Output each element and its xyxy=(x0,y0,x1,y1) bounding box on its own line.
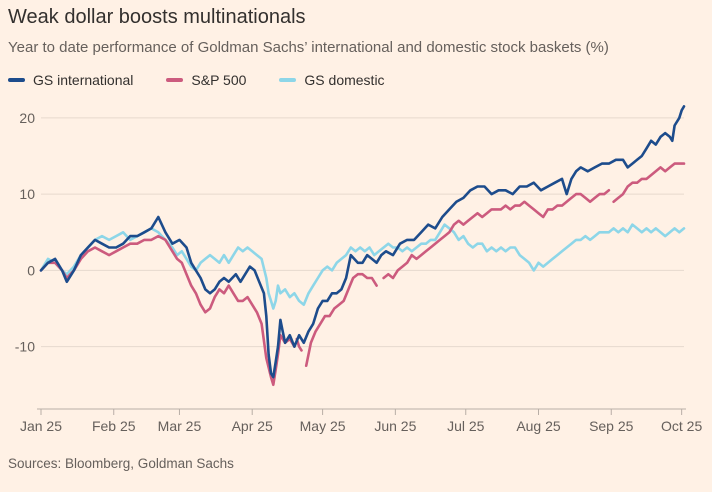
x-tick-label: Apr 25 xyxy=(232,418,273,434)
x-tick-label: Jan 25 xyxy=(20,418,62,434)
y-tick-label: 20 xyxy=(19,110,35,126)
legend-item-gs-domestic: GS domestic xyxy=(279,72,385,88)
series-line-gs-domestic xyxy=(39,223,686,310)
x-axis: Jan 25 Feb 25 Mar 25 Apr 25 May 25 Jun 25 Jul … xyxy=(20,408,702,434)
legend-swatch-gs-domestic xyxy=(279,78,297,82)
x-tick-label: Oct 25 xyxy=(661,418,702,434)
x-tick-label: Jul 25 xyxy=(447,418,485,434)
y-tick-label: -10 xyxy=(15,339,35,355)
chart-title: Weak dollar boosts multinationals xyxy=(8,6,306,28)
x-tick-label: Feb 25 xyxy=(92,418,136,434)
series-line-sp-500-segment-5 xyxy=(612,162,686,204)
grid-lines xyxy=(41,117,684,348)
legend-swatch-gs-international xyxy=(8,78,25,82)
chart-legend: GS international S&P 500 GS domestic xyxy=(8,70,418,90)
y-axis: -10 0 10 20 xyxy=(15,110,35,355)
series-lines xyxy=(39,105,686,387)
x-tick-label: Aug 25 xyxy=(516,418,561,434)
legend-label-gs-international: GS international xyxy=(33,72,134,88)
x-tick-label: Sep 25 xyxy=(589,418,634,434)
legend-label-gs-domestic: GS domestic xyxy=(304,72,385,88)
chart-subtitle: Year to date performance of Goldman Sach… xyxy=(8,39,609,56)
legend-item-sp500: S&P 500 xyxy=(166,72,246,88)
series-line-sp-500-segment-1 xyxy=(39,234,296,387)
series-line-gs-international xyxy=(39,105,686,379)
x-tick-label: Jun 25 xyxy=(374,418,416,434)
y-tick-label: 10 xyxy=(19,186,35,202)
x-tick-label: May 25 xyxy=(300,418,346,434)
legend-item-gs-international: GS international xyxy=(8,72,133,88)
series-line-sp-500-segment-4 xyxy=(382,189,611,280)
series-line-sp-500-segment-3 xyxy=(304,272,378,367)
legend-swatch-sp500 xyxy=(166,78,184,82)
x-tick-label: Mar 25 xyxy=(158,418,202,434)
legend-label-sp500: S&P 500 xyxy=(191,72,247,88)
chart-source: Sources: Bloomberg, Goldman Sachs xyxy=(8,456,234,471)
y-tick-label: 0 xyxy=(27,262,35,278)
